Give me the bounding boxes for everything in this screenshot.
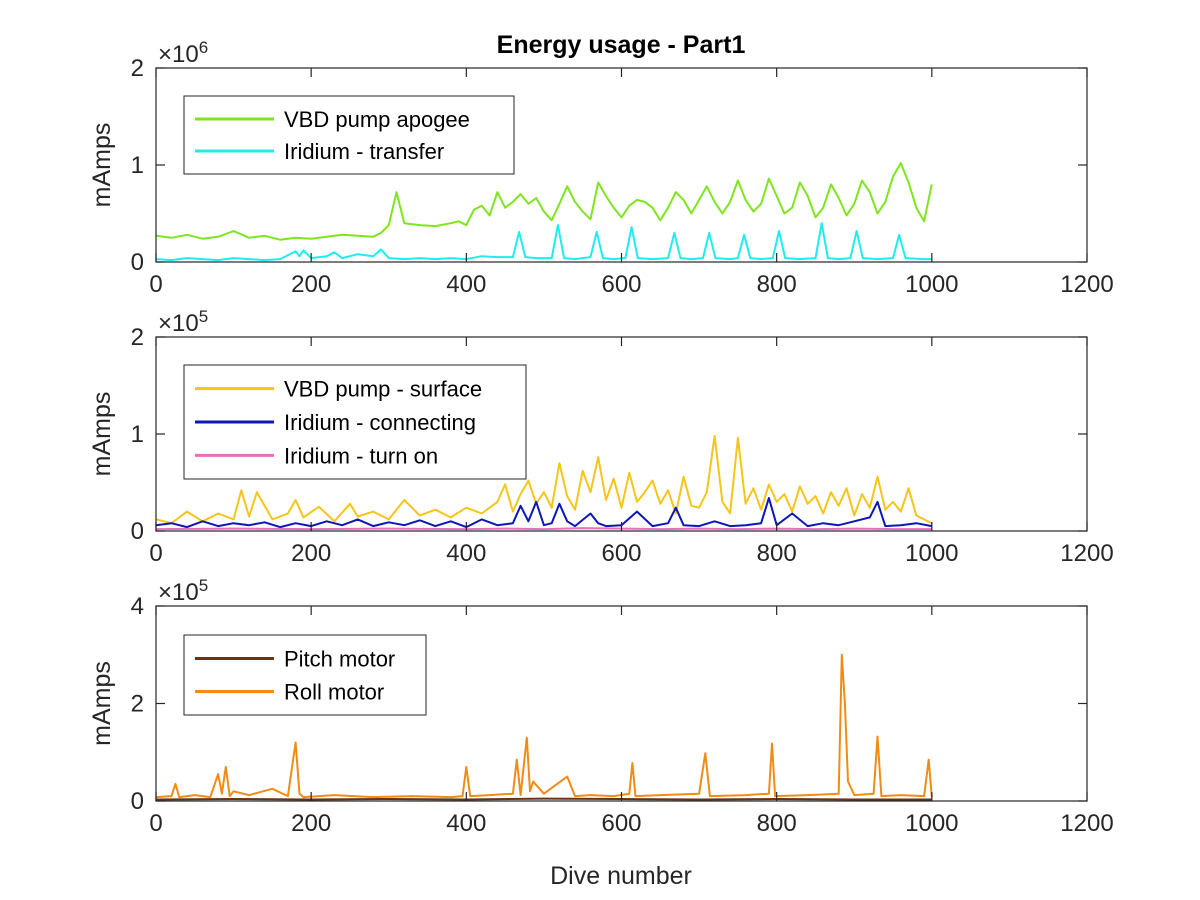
x-tick-label: 400 <box>446 540 486 567</box>
y-tick-label: 2 <box>131 55 144 82</box>
legend-entry: Iridium - turn on <box>284 443 438 468</box>
legend: VBD pump - surface Iridium - connecting Ir… <box>183 364 527 480</box>
chart-title: Energy usage - Part1 <box>497 31 746 59</box>
legend-entry: Iridium - connecting <box>284 410 476 435</box>
x-tick-label: 0 <box>149 540 162 567</box>
y-axis-label: mAmps <box>88 123 116 208</box>
y-tick-label: 0 <box>131 518 144 545</box>
y-tick-label: 1 <box>131 152 144 179</box>
x-tick-label: 400 <box>446 271 486 298</box>
y-tick-label: 4 <box>131 593 144 620</box>
y-exponent-power: 6 <box>199 38 208 57</box>
series-line-vbd-pump-surface <box>156 434 933 525</box>
x-tick-label: 600 <box>601 271 641 298</box>
legend-entry: Pitch motor <box>284 647 395 672</box>
x-tick-label: 200 <box>291 810 331 837</box>
legend: VBD pump apogee Iridium - transfer <box>183 95 515 175</box>
legend: Pitch motor Roll motor <box>183 634 427 716</box>
x-tick-label: 200 <box>291 271 331 298</box>
x-axis-label: Dive number <box>550 862 692 890</box>
series-line-iridium-transfer <box>156 222 932 262</box>
y-exponent-power: 5 <box>199 576 208 595</box>
x-tick-label: 400 <box>446 810 486 837</box>
x-tick-label: 600 <box>601 810 641 837</box>
legend-box <box>183 95 515 175</box>
x-tick-label: 800 <box>757 540 797 567</box>
x-tick-label: 1000 <box>905 540 958 567</box>
x-tick-label: 1200 <box>1060 271 1113 298</box>
legend-entry: VBD pump apogee <box>284 107 470 132</box>
y-axis-label: mAmps <box>88 661 116 746</box>
x-tick-label: 800 <box>757 271 797 298</box>
x-tick-label: 0 <box>149 271 162 298</box>
y-tick-label: 2 <box>131 324 144 351</box>
x-tick-label: 800 <box>757 810 797 837</box>
series-line-pitch-motor <box>156 797 932 801</box>
x-tick-label: 1200 <box>1060 540 1113 567</box>
legend-entry: Roll motor <box>284 680 384 705</box>
series-line-vbd-pump-apogee <box>156 162 933 241</box>
y-tick-label: 1 <box>131 421 144 448</box>
y-exponent-power: 5 <box>199 307 208 326</box>
x-tick-label: 200 <box>291 540 331 567</box>
x-tick-label: 1000 <box>905 271 958 298</box>
x-tick-label: 1200 <box>1060 810 1113 837</box>
y-tick-label: 2 <box>131 691 144 718</box>
series-line-iridium-turn-on <box>156 527 932 531</box>
legend-entry: VBD pump - surface <box>284 377 482 402</box>
legend-entry: Iridium - transfer <box>284 139 444 164</box>
y-tick-label: 0 <box>131 788 144 815</box>
legend-box <box>183 634 427 716</box>
x-tick-label: 0 <box>149 810 162 837</box>
x-tick-label: 600 <box>601 540 641 567</box>
y-tick-label: 0 <box>131 249 144 276</box>
y-axis-label: mAmps <box>88 392 116 477</box>
series-line-iridium-connecting <box>156 497 932 529</box>
x-tick-label: 1000 <box>905 810 958 837</box>
series-line-roll-motor <box>156 653 933 799</box>
